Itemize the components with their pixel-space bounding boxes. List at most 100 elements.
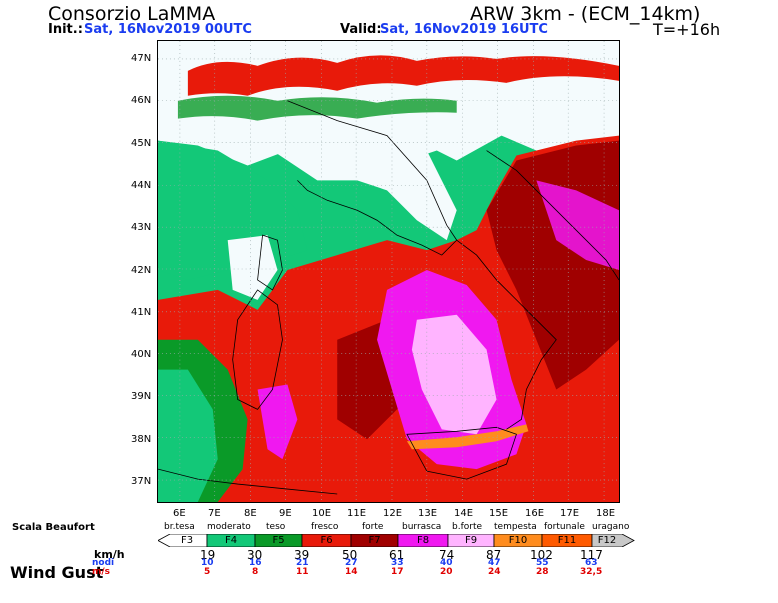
lon-label: 15E — [489, 508, 509, 519]
ms-threshold: 8 — [252, 567, 259, 577]
sicily-channel-gale-zone — [257, 384, 298, 460]
kmh-threshold: 74 — [439, 548, 455, 562]
force-label: F12 — [597, 535, 617, 546]
corsica-coastline — [257, 234, 283, 291]
valid-value: Sat, 16Nov2019 16UTC — [380, 22, 548, 37]
force-label: F6 — [320, 535, 333, 546]
beaufort-name: forte — [362, 522, 384, 532]
header-model: ARW 3km - (ECM_14km) — [470, 3, 701, 25]
balkan-coastline — [486, 150, 619, 281]
lon-label: 16E — [525, 508, 545, 519]
kmh-threshold: 30 — [247, 548, 263, 562]
knots-threshold: 63 — [585, 558, 598, 568]
west-lightgreen-zone — [158, 369, 218, 502]
lat-label: 44N — [131, 180, 152, 191]
force-label: F8 — [416, 535, 430, 546]
corsica-calm-area — [227, 235, 278, 300]
force-label: F11 — [557, 535, 577, 546]
knots-threshold: 10 — [201, 558, 214, 568]
lat-label: 46N — [131, 95, 152, 106]
lon-label: 13E — [418, 508, 438, 519]
beaufort-name: teso — [266, 522, 286, 532]
sardinia-coastline — [232, 289, 283, 410]
ms-threshold: 24 — [488, 567, 501, 577]
beaufort-name: fresco — [311, 522, 339, 532]
beaufort-name: moderato — [207, 522, 251, 532]
sicily-coastline — [406, 426, 517, 480]
ms-threshold: 14 — [345, 567, 358, 577]
lat-label: 41N — [131, 307, 152, 318]
force-label: F4 — [224, 535, 238, 546]
east-gale-zone — [536, 180, 619, 271]
knots-threshold: 33 — [391, 558, 404, 568]
ms-threshold: 17 — [391, 567, 404, 577]
beaufort-name: br.tesa — [164, 522, 195, 532]
kmh-threshold: 19 — [200, 548, 216, 562]
lon-label: 12E — [383, 508, 403, 519]
ms-threshold: 32,5 — [580, 567, 603, 577]
beaufort-name: b.forte — [452, 522, 483, 532]
header-title: Consorzio LaMMA — [48, 3, 216, 25]
lat-label: 45N — [131, 138, 152, 149]
lon-label: 18E — [596, 508, 616, 519]
legend-title: Wind Gust — [10, 563, 104, 582]
knots-threshold: 16 — [249, 558, 262, 568]
kmh-threshold: 117 — [580, 548, 603, 562]
force-label: F9 — [464, 535, 478, 546]
knots-threshold: 27 — [345, 558, 358, 568]
init-value: Sat, 16Nov2019 00UTC — [84, 22, 252, 37]
init-label: Init.: — [48, 22, 83, 37]
ms-threshold: 11 — [296, 567, 309, 577]
lat-label: 47N — [131, 53, 152, 64]
lon-label: 9E — [279, 508, 292, 519]
force-label: F10 — [508, 535, 528, 546]
kmh-threshold: 61 — [389, 548, 405, 562]
lon-label: 10E — [312, 508, 332, 519]
valid-label: Valid: — [340, 22, 382, 37]
legend-color-bar — [158, 534, 635, 547]
knots-threshold: 40 — [440, 558, 453, 568]
beaufort-scale-title: Scala Beaufort — [12, 522, 95, 533]
lat-label: 43N — [131, 222, 152, 233]
kmh-threshold: 50 — [342, 548, 358, 562]
knots-threshold: 55 — [536, 558, 549, 568]
alps-green-band — [177, 95, 457, 121]
lon-label: 6E — [173, 508, 186, 519]
force-label: F3 — [180, 535, 194, 546]
ms-threshold: 5 — [204, 567, 211, 577]
tyrrhenian-storm-core — [411, 314, 497, 435]
lon-label: 8E — [244, 508, 257, 519]
unit-knots: nodi — [92, 558, 115, 568]
force-label: F5 — [272, 535, 285, 546]
unit-kmh: km/h — [94, 548, 125, 561]
alps-strong-band — [187, 55, 619, 96]
ms-threshold: 28 — [536, 567, 549, 577]
forecast-step: T=+16h — [653, 20, 721, 39]
kmh-threshold: 39 — [294, 548, 310, 562]
messina-strait-storm — [406, 424, 529, 450]
kmh-threshold: 102 — [530, 548, 553, 562]
lon-label: 17E — [560, 508, 580, 519]
north-calm-area — [227, 85, 457, 241]
kmh-threshold: 87 — [486, 548, 502, 562]
north-africa-coastline — [158, 468, 338, 495]
knots-threshold: 21 — [296, 558, 309, 568]
knots-threshold: 47 — [488, 558, 501, 568]
lon-label: 14E — [454, 508, 474, 519]
ms-threshold: 20 — [440, 567, 453, 577]
wind-gust-map — [157, 40, 620, 503]
beaufort-name: burrasca — [402, 522, 442, 532]
italy-coastline — [287, 100, 557, 430]
beaufort-name: tempesta — [494, 522, 537, 532]
lat-label: 37N — [131, 476, 152, 487]
force-label: F7 — [368, 535, 381, 546]
lat-label: 39N — [131, 391, 152, 402]
beaufort-name: fortunale — [544, 522, 585, 532]
beaufort-name: uragano — [592, 522, 630, 532]
lon-label: 7E — [208, 508, 221, 519]
lat-label: 40N — [131, 349, 152, 360]
lat-label: 38N — [131, 434, 152, 445]
lat-label: 42N — [131, 265, 152, 276]
lon-label: 11E — [347, 508, 367, 519]
unit-ms: m/s — [92, 567, 111, 577]
